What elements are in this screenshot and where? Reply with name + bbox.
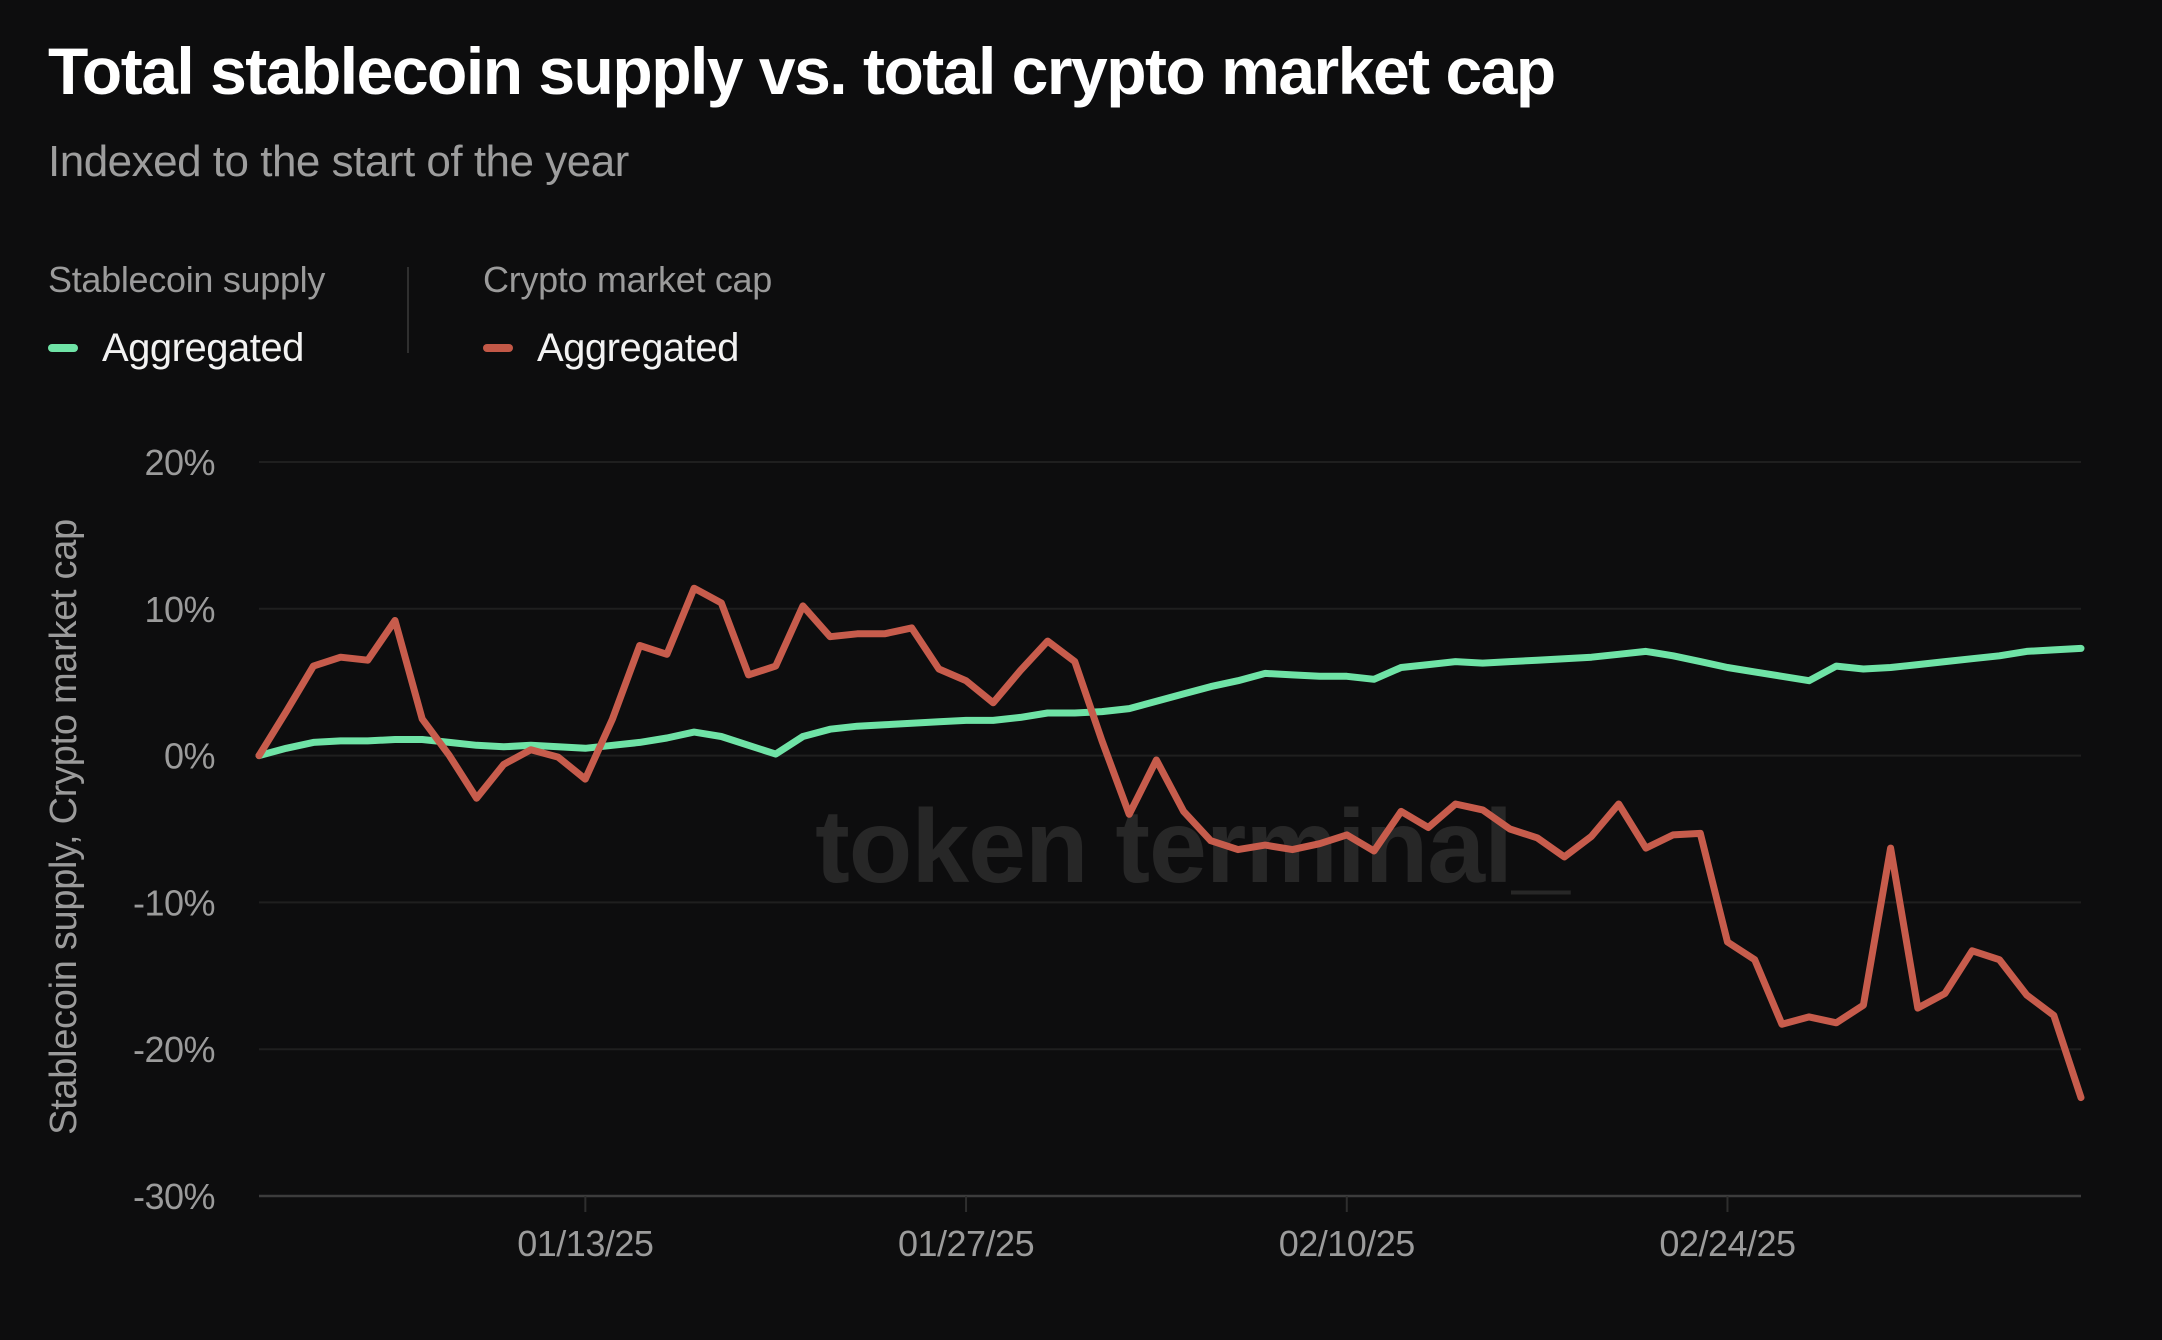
y-tick-label: -30% xyxy=(133,1176,215,1217)
y-axis-title: Stablecoin supply, Crypto market cap xyxy=(43,519,85,1135)
legend-group-crypto-market-cap[interactable]: Crypto market cap Aggregated xyxy=(483,262,772,370)
legend-group-stablecoin-supply[interactable]: Stablecoin supply Aggregated xyxy=(48,262,325,370)
y-tick-label: 20% xyxy=(144,442,215,483)
y-tick-label: 10% xyxy=(144,589,215,630)
series-lines xyxy=(255,584,2085,1102)
stablecoin-series-swatch xyxy=(48,344,78,352)
legend-divider xyxy=(407,267,409,353)
legend-group-header: Stablecoin supply xyxy=(48,259,326,300)
axis-labels: 20% 10% 0% -10% -20% -30% 01/13/25 01/27/25 02/1… xyxy=(133,442,1796,1264)
x-tick-label: 01/13/25 xyxy=(517,1223,653,1264)
chart-header: Total stablecoin supply vs. total crypto… xyxy=(48,34,1556,186)
legend-series-label: Aggregated xyxy=(537,326,739,370)
x-tick-label: 01/27/25 xyxy=(898,1223,1034,1264)
crypto-market-cap-line[interactable] xyxy=(255,584,2085,1102)
gridlines xyxy=(259,461,2081,1212)
y-tick-label: -10% xyxy=(133,882,215,923)
y-tick-label: -20% xyxy=(133,1029,215,1070)
legend-group-header: Crypto market cap xyxy=(483,259,772,300)
stablecoin-supply-line[interactable] xyxy=(255,644,2085,760)
legend-item-stablecoin-aggregated[interactable]: Aggregated xyxy=(48,326,325,370)
legend: Stablecoin supply Aggregated Crypto mark… xyxy=(0,262,2162,368)
legend-item-crypto-aggregated[interactable]: Aggregated xyxy=(483,326,772,370)
page-subtitle: Indexed to the start of the year xyxy=(48,136,629,186)
x-tick-label: 02/10/25 xyxy=(1279,1223,1415,1264)
y-tick-label: 0% xyxy=(164,736,215,777)
legend-series-label: Aggregated xyxy=(102,326,304,370)
crypto-series-swatch xyxy=(483,344,513,352)
page-title: Total stablecoin supply vs. total crypto… xyxy=(48,34,1556,108)
x-tick-label: 02/24/25 xyxy=(1659,1223,1795,1264)
